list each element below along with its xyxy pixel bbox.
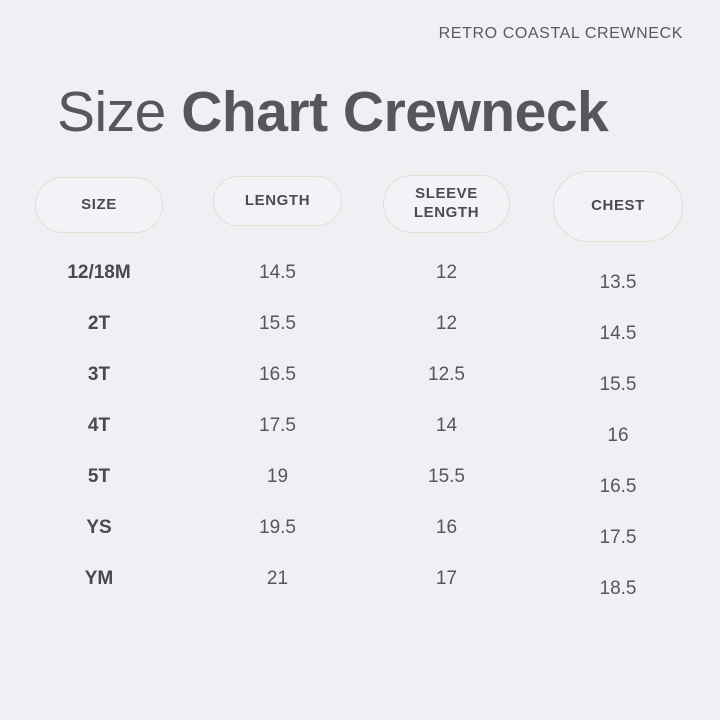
chest-cell: 16.5 xyxy=(599,475,637,497)
chest-cell: 15.5 xyxy=(599,373,637,395)
sleeve-length-values: 12 12 12.5 14 15.5 16 17 xyxy=(383,247,510,604)
product-label: RETRO COASTAL CREWNECK xyxy=(438,25,683,42)
chest-values: 13.5 14.5 15.5 16 16.5 17.5 18.5 xyxy=(553,257,683,614)
sleeve-header-line1: SLEEVE xyxy=(415,185,478,203)
column-sleeve-length: SLEEVE LENGTH 12 12 12.5 14 15.5 16 17 xyxy=(383,171,510,631)
page-title-light: Size xyxy=(57,80,166,144)
size-cell: 4T xyxy=(87,414,111,436)
sleeve-length-cell: 14 xyxy=(435,414,458,436)
sleeve-length-cell: 12 xyxy=(435,261,458,283)
size-cell: 3T xyxy=(87,363,111,385)
length-values: 14.5 15.5 16.5 17.5 19 19.5 21 xyxy=(213,247,342,604)
length-cell: 16.5 xyxy=(259,363,296,385)
size-cell: 12/18M xyxy=(67,261,131,283)
chest-cell: 13.5 xyxy=(599,271,637,293)
length-cell: 14.5 xyxy=(259,261,296,283)
sleeve-length-cell: 12.5 xyxy=(428,363,465,385)
length-header-label: LENGTH xyxy=(244,191,311,209)
chest-header-pill: CHEST xyxy=(553,171,683,242)
sleeve-length-cell: 12 xyxy=(435,312,458,334)
column-size: SIZE 12/18M 2T 3T 4T 5T YS YM xyxy=(35,171,163,631)
page-title: Size Chart Crewneck xyxy=(57,84,609,141)
size-values: 12/18M 2T 3T 4T 5T YS YM xyxy=(35,247,163,604)
size-cell: YM xyxy=(84,567,114,589)
chest-cell: 14.5 xyxy=(599,322,637,344)
length-cell: 15.5 xyxy=(259,312,296,334)
sleeve-length-header-pill: SLEEVE LENGTH xyxy=(383,175,510,233)
size-header-label: SIZE xyxy=(81,195,117,213)
chest-cell: 17.5 xyxy=(599,526,637,548)
sleeve-length-cell: 16 xyxy=(435,516,458,538)
length-cell: 17.5 xyxy=(259,414,296,436)
length-cell: 19.5 xyxy=(259,516,296,538)
sleeve-length-cell: 17 xyxy=(435,567,458,589)
length-cell: 21 xyxy=(266,567,289,589)
chest-cell: 16 xyxy=(607,424,629,446)
size-cell: YS xyxy=(86,516,112,538)
size-cell: 5T xyxy=(87,465,111,487)
sleeve-length-cell: 15.5 xyxy=(428,465,465,487)
page-title-bold: Chart Crewneck xyxy=(181,80,609,144)
column-chest: CHEST 13.5 14.5 15.5 16 16.5 17.5 18.5 xyxy=(553,171,683,631)
length-header-pill: LENGTH xyxy=(213,176,342,226)
column-length: LENGTH 14.5 15.5 16.5 17.5 19 19.5 21 xyxy=(213,171,342,631)
chest-cell: 18.5 xyxy=(599,577,637,599)
size-cell: 2T xyxy=(87,312,111,334)
chest-header-label: CHEST xyxy=(591,197,645,215)
sleeve-header-line2: LENGTH xyxy=(413,204,480,221)
length-cell: 19 xyxy=(266,465,289,487)
size-header-pill: SIZE xyxy=(35,177,163,233)
